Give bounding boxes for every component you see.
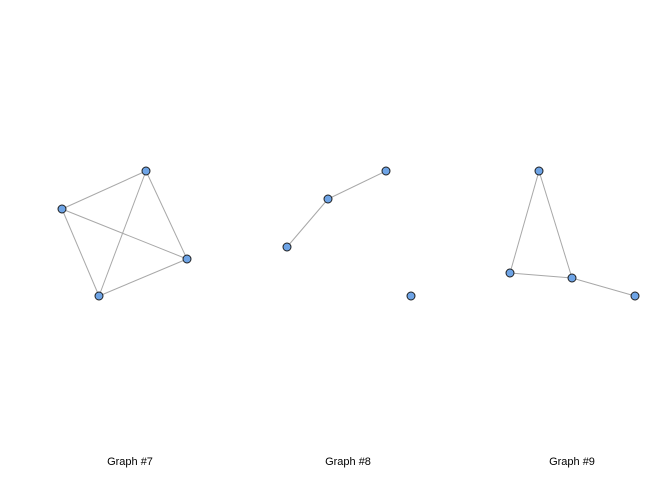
graph-8-node-0: [381, 166, 391, 176]
graph-9-edge-0-1: [509, 170, 540, 274]
graph-7-edge-1-3: [61, 208, 100, 297]
graph-9-node-2: [567, 273, 577, 283]
graph-9-node-0: [534, 166, 544, 176]
graph-7-edge-0-1: [61, 170, 147, 210]
graph-7-edge-0-2: [145, 170, 188, 260]
graph-7-edge-2-3: [98, 258, 188, 297]
graph-9-node-3: [630, 291, 640, 301]
graph-panel-8: [282, 166, 416, 301]
graph-8-edge-0-1: [327, 170, 387, 200]
graph-panel-7: [57, 166, 192, 301]
graph-9-edge-2-3: [571, 277, 636, 297]
graph-8-edge-1-2: [286, 198, 329, 248]
graph-7-node-2: [182, 254, 192, 264]
graph-8-node-3: [406, 291, 416, 301]
graph-9-edge-1-2: [509, 272, 573, 279]
graph-8-node-1: [323, 194, 333, 204]
graph-8-node-2: [282, 242, 292, 252]
graph-caption-9: Graph #9: [549, 456, 595, 468]
graph-caption-7: Graph #7: [107, 456, 153, 468]
graph-7-edge-1-2: [61, 208, 188, 260]
graph-9-node-1: [505, 268, 515, 278]
graph-7-node-0: [141, 166, 151, 176]
graph-panel-9: [505, 166, 640, 301]
graph-7-node-1: [57, 204, 67, 214]
graph-caption-8: Graph #8: [325, 456, 371, 468]
graph-9-edge-0-2: [538, 170, 573, 279]
graph-7-node-3: [94, 291, 104, 301]
